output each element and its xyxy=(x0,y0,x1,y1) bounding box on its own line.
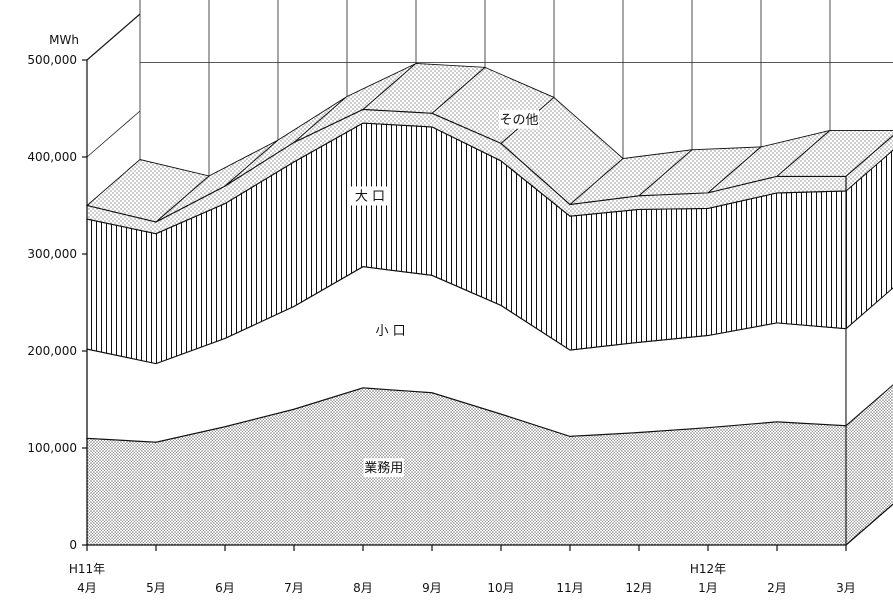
series-end-face xyxy=(845,149,893,330)
series-end-face xyxy=(845,287,893,427)
series-label: 小 口 xyxy=(376,324,406,339)
x-tick-label: 5月 xyxy=(146,581,166,595)
x-tick-label: 12月 xyxy=(625,581,652,595)
y-depth-gridline xyxy=(86,13,141,61)
x-tick-label: 10月 xyxy=(487,581,514,595)
series-label: その他 xyxy=(499,113,538,128)
x-tick-label: 6月 xyxy=(215,581,235,595)
x-axis-depth-edge xyxy=(845,503,893,546)
x-tick-label: 11月 xyxy=(556,581,583,595)
x-tick-label: 8月 xyxy=(353,581,373,595)
series-front-faces xyxy=(86,108,893,547)
axes-group xyxy=(82,59,893,551)
x-tick-label: 9月 xyxy=(422,581,442,595)
x-tick-label: 3月 xyxy=(836,581,856,595)
series-end-face xyxy=(845,134,893,193)
y-tick-label: 100,000 xyxy=(27,441,77,455)
y-tick-label: 300,000 xyxy=(27,247,77,261)
y-tick-label: 500,000 xyxy=(27,53,77,67)
x-tick-label: 2月 xyxy=(767,581,787,595)
series-label-backdrop xyxy=(499,109,539,129)
y-tick-label: 400,000 xyxy=(27,150,77,164)
series-label: 業務用 xyxy=(364,460,403,476)
x-tick-label: 7月 xyxy=(284,581,304,595)
y-depth-gridline xyxy=(86,110,141,158)
series-label-backdrop xyxy=(349,186,390,206)
series-label: 大 口 xyxy=(355,189,385,204)
y-tick-label: 200,000 xyxy=(27,344,77,358)
series-label-backdrop xyxy=(363,458,404,478)
y-unit-label: MWh xyxy=(49,33,79,47)
x-tick-label: 1月 xyxy=(698,581,718,595)
labels-group: 0 100,000 200,000 300,000 400,000 500,000 MWh 4… xyxy=(27,33,855,595)
year-label: H12年 xyxy=(690,562,726,576)
y-tick-label: 0 xyxy=(69,538,77,552)
year-label: H11年 xyxy=(69,562,105,576)
x-tick-label: 4月 xyxy=(77,581,97,595)
